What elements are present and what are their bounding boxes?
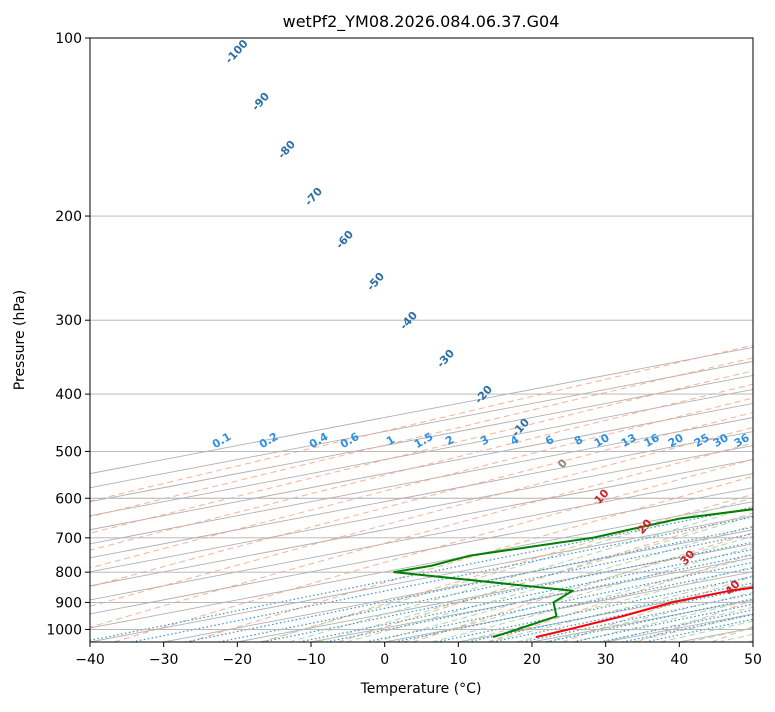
plot-area: -100-90-80-70-60-50-40-30-20-10010203040… — [0, 37, 775, 642]
moist-adiabat-line — [718, 38, 775, 642]
mixing-ratio-label: 13 — [619, 431, 639, 450]
isotherm-line — [90, 38, 775, 642]
dry-adiabat-label: -40 — [397, 309, 420, 333]
dewpoint-profile-line — [394, 38, 775, 637]
moist-adiabat-label: 40 — [723, 577, 743, 597]
mixing-ratio-line — [468, 451, 775, 642]
moist-adiabat-line — [431, 38, 775, 642]
isotherm-line — [0, 38, 775, 642]
y-tick-label: 100 — [55, 31, 82, 47]
x-tick-label: 30 — [597, 652, 615, 668]
dry-adiabat-line — [338, 38, 775, 642]
x-axis-label: Temperature (°C) — [360, 681, 482, 697]
dry-adiabat-line — [488, 38, 775, 642]
dry-adiabat-label: -100 — [223, 37, 251, 66]
dry-adiabat-line — [0, 38, 775, 642]
y-tick-label: 900 — [55, 595, 82, 611]
y-tick-label: 300 — [55, 313, 82, 329]
mixing-ratio-label: 0.2 — [257, 430, 280, 451]
isotherm-line — [0, 38, 775, 642]
dry-adiabat-line — [413, 38, 775, 642]
dry-adiabat-line — [0, 38, 775, 642]
dry-adiabat-line — [0, 38, 775, 642]
dry-adiabat-line — [114, 38, 775, 642]
mixing-ratio-label: 1 — [384, 433, 397, 448]
dry-adiabat-label: -80 — [275, 138, 298, 162]
moist-adiabat-line — [403, 38, 775, 642]
isotherm-line — [0, 38, 775, 642]
y-tick-label: 800 — [55, 565, 82, 581]
x-tick-label: −10 — [296, 652, 326, 668]
moist-adiabat-line — [460, 38, 775, 642]
x-tick-label: 0 — [380, 652, 389, 668]
mixing-ratio-line — [326, 451, 775, 642]
x-tick-label: 50 — [744, 652, 762, 668]
isotherm-line — [0, 38, 775, 642]
dry-adiabat-line — [0, 38, 775, 642]
mixing-ratio-label: 2 — [443, 433, 456, 448]
dry-adiabats — [0, 38, 775, 642]
isotherm-line — [0, 38, 775, 642]
y-tick-label: 1000 — [46, 622, 82, 638]
moist-adiabat-line — [748, 38, 775, 642]
y-tick-label: 200 — [55, 209, 82, 225]
moist-adiabat-line — [488, 38, 775, 642]
moist-adiabat-line — [660, 38, 775, 642]
y-tick-label: 600 — [55, 491, 82, 507]
isotherm-line — [16, 38, 775, 642]
mixing-ratio-label: 6 — [543, 433, 556, 448]
isotherm-line — [0, 38, 775, 642]
x-tick-label: −20 — [223, 652, 253, 668]
line-labels: -100-90-80-70-60-50-40-30-20-10010203040… — [210, 37, 752, 598]
dry-adiabat-line — [0, 38, 775, 642]
y-tick-label: 500 — [55, 444, 82, 460]
mixing-ratio-line — [600, 451, 775, 642]
x-tick-label: −30 — [149, 652, 179, 668]
chart-title: wetPf2_YM08.2026.084.06.37.G04 — [283, 12, 560, 32]
dry-adiabat-label: -70 — [302, 185, 325, 209]
isotherm-line — [0, 38, 775, 642]
sounding-profiles — [394, 38, 775, 637]
x-axis: −40 −30 −20 −10 0 10 20 30 40 50 — [75, 642, 762, 668]
y-axis: 100 200 300 400 500 600 700 800 900 1000 — [46, 31, 90, 638]
isotherm-line — [0, 38, 775, 642]
x-tick-label: 40 — [670, 652, 688, 668]
x-tick-label: 20 — [523, 652, 541, 668]
y-tick-label: 400 — [55, 387, 82, 403]
y-axis-label: Pressure (hPa) — [12, 290, 28, 390]
mixing-ratio-label: 0.6 — [338, 430, 362, 451]
mixing-ratio-label: 3 — [478, 433, 491, 448]
isotherm-grid — [0, 38, 775, 642]
x-tick-label: 10 — [449, 652, 467, 668]
isotherm-line — [0, 38, 775, 642]
isotherm-line — [311, 38, 775, 642]
dry-adiabat-label: -90 — [249, 90, 272, 114]
mixing-ratio-line — [132, 451, 775, 642]
isotherm-line — [0, 38, 775, 642]
dry-adiabat-line — [0, 38, 775, 642]
mixing-ratio-label: 36 — [732, 431, 752, 450]
dry-adiabat-label: -60 — [333, 228, 356, 252]
isotherm-line — [0, 38, 775, 642]
moist-adiabat-line — [689, 38, 775, 642]
mixing-ratio-label: 25 — [692, 431, 712, 450]
moist-adiabat-line — [260, 38, 775, 642]
dry-adiabat-line — [0, 38, 775, 642]
dry-adiabat-label: -50 — [364, 270, 387, 294]
x-tick-label: −40 — [75, 652, 105, 668]
moist-adiabat-line — [289, 38, 775, 642]
y-tick-label: 700 — [55, 531, 82, 547]
dry-adiabat-label: -20 — [472, 383, 495, 407]
moist-adiabat-label: 20 — [635, 516, 655, 536]
moist-adiabats — [260, 38, 775, 642]
dry-adiabat-label: -30 — [434, 347, 457, 371]
mixing-ratio-label: 16 — [642, 431, 662, 450]
isotherm-line — [753, 38, 775, 642]
mixing-ratio-label: 0.1 — [210, 430, 233, 451]
mixing-ratio-label: 0.4 — [307, 430, 331, 451]
moist-adiabat-line — [574, 38, 775, 642]
isobar-grid — [90, 38, 753, 629]
